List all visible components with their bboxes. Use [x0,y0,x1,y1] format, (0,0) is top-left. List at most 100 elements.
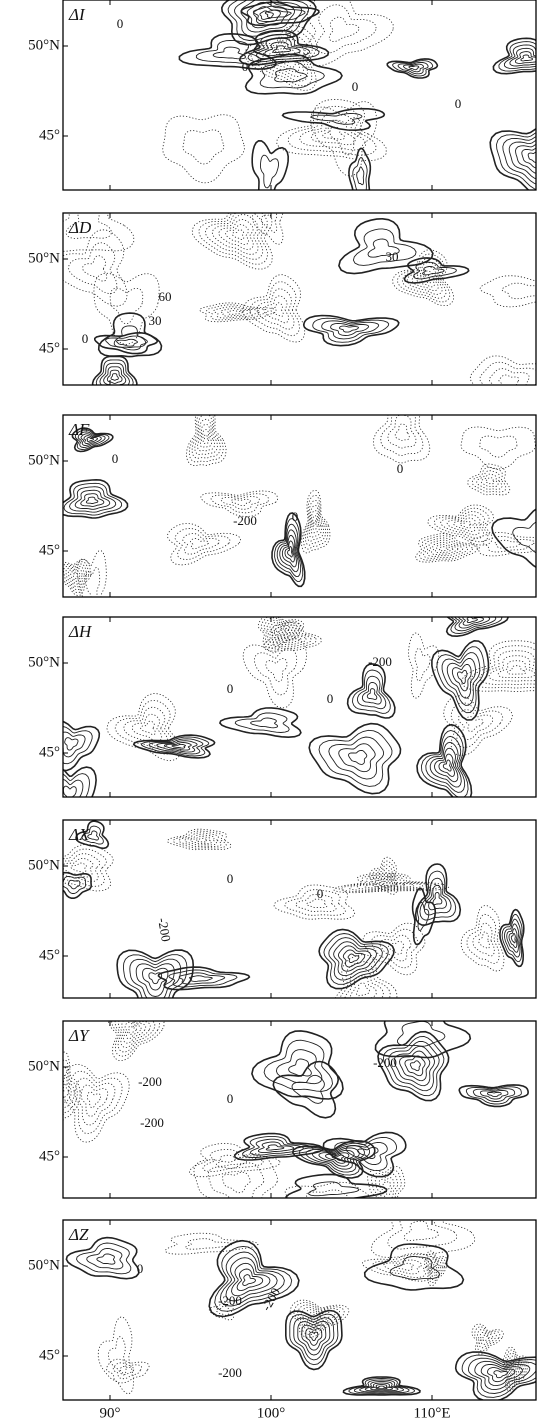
negative-contour [372,880,407,888]
positive-contour [208,1239,300,1318]
panel-label: ΔF [68,420,90,439]
positive-contour [140,736,210,757]
positive-contour [322,1131,407,1178]
negative-contour [121,1021,147,1044]
contour-label: -200 [233,513,257,528]
positive-contour [234,712,290,733]
contour-label: -200 [155,917,174,943]
negative-contour [482,535,535,553]
negative-contour [77,550,107,597]
panel-frame [62,0,537,191]
positive-contour [63,482,123,516]
positive-contour [520,54,533,62]
positive-contour [156,740,198,753]
negative-contour [253,647,298,696]
negative-contour [485,477,495,485]
negative-contour [387,415,417,449]
positive-contour [253,6,281,25]
negative-contour [275,626,283,633]
positive-contour [219,1251,285,1307]
negative-contour [162,114,245,184]
negative-contour [256,288,295,330]
negative-contour [380,415,424,456]
positive-contour [312,317,390,343]
negative-contour [164,1232,259,1255]
positive-contour [429,741,462,788]
positive-contour [240,1,320,27]
negative-contour [401,257,447,299]
positive-contour [63,785,77,797]
negative-contour [184,1238,233,1250]
y-axis-label: 45° [39,542,60,558]
negative-contour [70,570,81,582]
panel-frame [62,1020,537,1199]
positive-contour [389,1256,441,1280]
positive-contour [493,1370,509,1379]
positive-contour [265,1144,285,1151]
contour-field [162,0,536,190]
negative-contour [479,361,536,385]
positive-contour [63,720,101,772]
negative-contour [303,494,329,550]
positive-contour [491,508,536,569]
negative-contour [443,695,513,757]
positive-contour [279,529,299,573]
negative-contour [189,538,210,550]
negative-contour [276,630,307,646]
positive-contour [271,512,306,588]
negative-contour [172,830,227,849]
negative-contour [225,224,249,245]
negative-contour [63,1083,69,1099]
positive-contour [225,1257,278,1302]
positive-contour [257,1141,295,1154]
positive-contour [163,742,192,751]
negative-contour [197,423,216,452]
positive-contour [65,1236,140,1280]
positive-contour [168,969,238,988]
negative-contour [466,913,500,964]
positive-contour [247,33,320,63]
contour-field [63,213,536,385]
positive-contour [328,736,385,780]
negative-contour [227,310,244,315]
negative-contour [508,1358,521,1379]
negative-contour [438,546,449,552]
negative-contour [189,836,213,844]
positive-contour [466,617,478,624]
positive-contour [220,0,317,46]
contour-field [63,415,536,597]
negative-contour [476,1329,497,1349]
y-axis-label: 45° [39,127,60,143]
positive-contour [311,1147,360,1170]
positive-contour [302,314,400,347]
negative-contour [333,872,449,894]
contour-label: 0 [292,509,299,524]
negative-contour [202,1148,264,1172]
positive-contour [330,322,370,336]
negative-contour [65,213,112,239]
positive-contour [508,139,536,180]
negative-contour [371,1220,476,1259]
negative-contour [382,1181,391,1191]
positive-contour [227,0,310,41]
y-axis-label: 50°N [28,1257,60,1273]
positive-contour [63,766,97,797]
positive-contour [489,127,536,190]
negative-contour [184,834,218,846]
positive-contour [99,362,130,385]
negative-contour [372,415,431,464]
negative-contour [394,423,410,442]
negative-contour [119,1366,135,1375]
negative-contour [250,29,313,87]
negative-contour [63,1067,75,1111]
positive-contour [348,147,372,190]
positive-contour [451,663,472,692]
positive-contour [113,325,147,348]
negative-contour [199,302,277,323]
positive-contour [353,1379,410,1394]
panel-label: ΔZ [68,1225,89,1244]
positive-contour [142,967,169,991]
negative-contour [375,864,394,888]
negative-contour [207,1162,265,1198]
positive-contour [377,1030,450,1102]
